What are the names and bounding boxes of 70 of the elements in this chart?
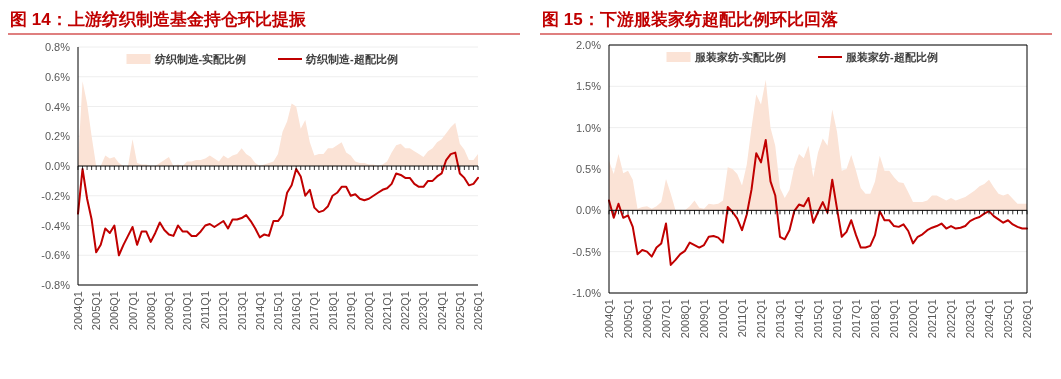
- x-tick-label: 2018Q1: [869, 299, 881, 339]
- x-tick-label: 2020Q1: [362, 291, 375, 331]
- x-tick-label: 2015Q1: [812, 299, 824, 339]
- x-tick-label: 2006Q1: [108, 291, 121, 331]
- line-series: [77, 151, 479, 257]
- y-tick-label: 0.0%: [44, 160, 71, 172]
- x-tick-label: 2016Q1: [290, 291, 303, 331]
- x-tick-label: 2026Q1: [1021, 299, 1033, 339]
- chart-title: 图 14：上游纺织制造基金持仓环比提振: [10, 10, 307, 29]
- x-tick-label: 2022Q1: [399, 291, 412, 331]
- y-tick-label: 1.0%: [575, 121, 602, 134]
- x-tick-label: 2010Q1: [717, 299, 729, 339]
- x-tick-label: 2024Q1: [983, 299, 995, 339]
- legend-label: 服装家纺-超配比例: [845, 51, 938, 63]
- x-tick-label: 2021Q1: [381, 291, 394, 331]
- y-tick-label: 0.8%: [44, 41, 71, 53]
- chart-title: 图 15：下游服装家纺超配比例环比回落: [542, 10, 838, 29]
- y-tick-label: 0.4%: [44, 100, 71, 113]
- x-tick-label: 2006Q1: [641, 299, 653, 339]
- y-tick-label: -0.6%: [41, 249, 71, 262]
- x-tick-label: 2022Q1: [945, 299, 957, 339]
- line-series: [608, 139, 1028, 266]
- y-tick-label: 1.5%: [575, 80, 602, 93]
- x-tick-label: 2023Q1: [417, 291, 430, 331]
- x-tick-label: 2005Q1: [90, 291, 103, 331]
- x-tick-label: 2007Q1: [660, 299, 672, 339]
- x-tick-label: 2026Q1: [472, 291, 484, 331]
- x-tick-label: 2010Q1: [181, 291, 194, 331]
- y-tick-label: -1.0%: [572, 287, 602, 299]
- x-tick-label: 2009Q1: [162, 291, 175, 331]
- legend-label: 纺织制造-超配比例: [305, 53, 398, 65]
- x-tick-label: 2005Q1: [622, 299, 634, 339]
- x-tick-label: 2008Q1: [144, 291, 157, 331]
- legend-label: 纺织制造-实配比例: [153, 53, 247, 65]
- y-tick-label: 0.0%: [575, 204, 602, 217]
- x-tick-label: 2019Q1: [344, 291, 357, 331]
- x-tick-label: 2014Q1: [253, 291, 266, 331]
- x-tick-label: 2023Q1: [964, 299, 976, 339]
- x-tick-label: 2012Q1: [755, 299, 767, 339]
- y-tick-label: -0.4%: [41, 219, 71, 232]
- x-tick-label: 2017Q1: [308, 291, 321, 331]
- x-tick-label: 2021Q1: [926, 299, 938, 339]
- x-tick-label: 2016Q1: [831, 299, 843, 339]
- y-tick-label: 0.5%: [575, 163, 602, 175]
- x-tick-label: 2025Q1: [1002, 299, 1014, 339]
- x-tick-label: 2017Q1: [850, 299, 862, 339]
- x-tick-label: 2019Q1: [888, 299, 900, 339]
- x-tick-label: 2015Q1: [272, 291, 284, 331]
- x-tick-label: 2011Q1: [199, 291, 212, 330]
- legend-label: 服装家纺-实配比例: [693, 51, 787, 63]
- y-tick-label: 0.6%: [44, 70, 71, 83]
- x-tick-label: 2011Q1: [736, 299, 748, 338]
- x-tick-label: 2013Q1: [774, 299, 786, 339]
- y-tick-label: -0.2%: [41, 189, 71, 202]
- x-tick-label: 2020Q1: [907, 299, 919, 339]
- x-tick-label: 2025Q1: [453, 291, 466, 331]
- x-tick-label: 2014Q1: [793, 299, 805, 339]
- x-tick-label: 2008Q1: [679, 299, 691, 339]
- x-tick-label: 2013Q1: [235, 291, 248, 331]
- y-tick-label: -0.8%: [41, 279, 71, 291]
- x-tick-label: 2004Q1: [603, 299, 615, 339]
- x-tick-label: 2012Q1: [217, 291, 230, 331]
- y-tick-label: -0.5%: [572, 245, 602, 258]
- y-tick-label: 0.2%: [44, 130, 71, 143]
- x-tick-label: 2024Q1: [435, 291, 448, 331]
- x-tick-label: 2018Q1: [326, 291, 339, 331]
- x-tick-label: 2004Q1: [72, 291, 84, 331]
- y-tick-label: 2.0%: [575, 39, 602, 51]
- x-tick-label: 2009Q1: [698, 299, 710, 339]
- x-tick-label: 2007Q1: [126, 291, 139, 331]
